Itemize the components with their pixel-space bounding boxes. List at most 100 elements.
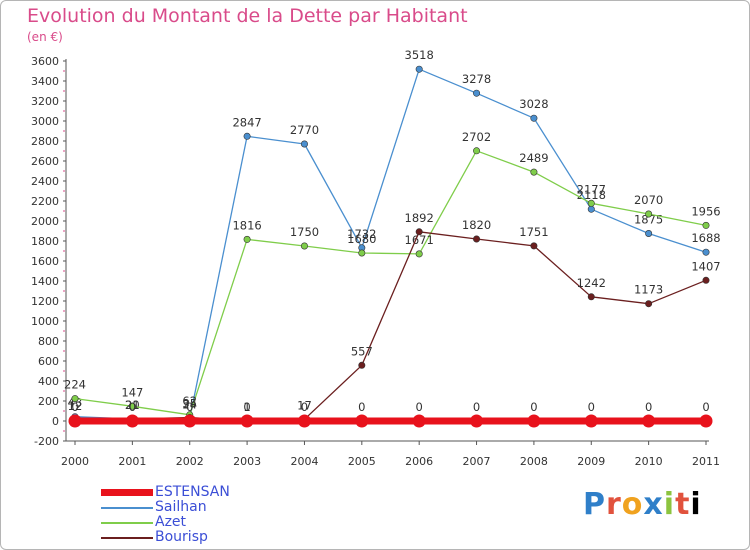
data-point-bourisp: [530, 242, 538, 250]
x-tick-label: 2001: [118, 455, 146, 468]
data-label-azet: 2702: [462, 130, 491, 144]
data-point-bourisp: [587, 293, 595, 301]
legend-swatch-bourisp: [101, 536, 153, 539]
y-tick-label: 1000: [31, 315, 59, 328]
data-label-estensan: 0: [588, 400, 595, 414]
data-point-estensan: [699, 414, 713, 428]
series-line-sailhan: [74, 68, 707, 420]
x-tick-label: 2011: [692, 455, 720, 468]
data-label-bourisp: 1173: [634, 283, 663, 297]
data-label-sailhan: 3278: [462, 72, 491, 86]
x-tick-label: 2006: [405, 455, 433, 468]
data-label-estensan: 0: [71, 400, 78, 414]
data-label-azet: 62: [182, 394, 197, 408]
data-point-sailhan: [645, 230, 653, 238]
data-label-sailhan: 2847: [232, 115, 261, 129]
y-tick-label: 0: [52, 415, 59, 428]
data-label-azet: 147: [121, 385, 143, 399]
data-point-estensan: [412, 414, 426, 428]
data-label-bourisp: 17: [297, 398, 312, 412]
data-label-bourisp: 21: [125, 398, 140, 412]
data-point-estensan: [240, 414, 254, 428]
x-tick-label: 2007: [463, 455, 491, 468]
data-point-estensan: [470, 414, 484, 428]
data-label-azet: 2489: [519, 151, 548, 165]
data-label-azet: 1956: [691, 204, 720, 218]
legend-item-bourisp: Bourisp: [101, 530, 230, 545]
y-tick-label: -200: [34, 435, 59, 448]
data-point-azet: [587, 199, 595, 207]
data-label-estensan: 0: [645, 400, 652, 414]
data-label-bourisp: 1242: [577, 276, 606, 290]
y-tick-label: 3600: [31, 55, 59, 68]
chart-title: Evolution du Montant de la Dette par Hab…: [27, 5, 468, 27]
data-label-sailhan: 1732: [347, 227, 376, 241]
data-label-azet: 2070: [634, 193, 663, 207]
data-point-sailhan: [587, 205, 595, 213]
data-label-estensan: 0: [243, 400, 250, 414]
data-label-azet: 1671: [405, 233, 434, 247]
y-tick-label: 600: [38, 355, 59, 368]
data-point-estensan: [297, 414, 311, 428]
data-point-estensan: [584, 414, 598, 428]
data-point-estensan: [527, 414, 541, 428]
series-line-bourisp: [74, 231, 707, 422]
y-tick-label: 2200: [31, 195, 59, 208]
data-label-azet: 1680: [347, 232, 376, 246]
data-label-estensan: 0: [416, 400, 423, 414]
legend-swatch-estensan: [101, 489, 153, 496]
data-label-bourisp: 1407: [691, 259, 720, 273]
data-point-estensan: [355, 414, 369, 428]
y-tick-label: 1600: [31, 255, 59, 268]
x-tick-label: 2004: [290, 455, 318, 468]
data-label-sailhan: 3518: [405, 48, 434, 62]
proxiti-logo: Proxiti: [583, 487, 702, 522]
data-label-azet: 224: [64, 378, 86, 392]
legend-swatch-azet: [101, 521, 153, 524]
data-point-azet: [530, 168, 538, 176]
data-point-estensan: [68, 414, 82, 428]
data-point-estensan: [125, 414, 139, 428]
data-label-bourisp: 35: [182, 397, 197, 411]
data-point-sailhan: [473, 89, 481, 97]
data-label-sailhan: 24: [182, 398, 197, 412]
data-label-estensan: 0: [702, 400, 709, 414]
data-point-bourisp: [358, 361, 366, 369]
y-tick-label: 1400: [31, 275, 59, 288]
data-point-azet: [300, 242, 308, 250]
data-point-azet: [645, 210, 653, 218]
y-tick-label: 2600: [31, 155, 59, 168]
data-point-bourisp: [702, 276, 710, 284]
legend-label-estensan: ESTENSAN: [155, 484, 230, 500]
data-point-azet: [358, 249, 366, 257]
series-line-azet: [74, 150, 707, 416]
x-tick-label: 2002: [176, 455, 204, 468]
data-label-bourisp: 1820: [462, 218, 491, 232]
data-label-estensan: 0: [301, 400, 308, 414]
data-label-bourisp: 557: [351, 344, 373, 358]
data-point-sailhan: [415, 65, 423, 73]
legend: ESTENSAN Sailhan Azet Bourisp: [101, 485, 230, 545]
legend-item-azet: Azet: [101, 515, 230, 530]
data-label-estensan: 0: [358, 400, 365, 414]
data-label-estensan: 0: [186, 400, 193, 414]
data-label-sailhan: 2770: [290, 123, 319, 137]
data-label-bourisp: 12: [68, 399, 83, 413]
data-label-azet: 1816: [232, 218, 261, 232]
y-tick-label: 800: [38, 335, 59, 348]
data-label-sailhan: 1688: [691, 231, 720, 245]
data-point-azet: [243, 235, 251, 243]
data-point-sailhan: [530, 114, 538, 122]
y-tick-label: 2400: [31, 175, 59, 188]
data-label-bourisp: 1751: [519, 225, 548, 239]
data-point-bourisp: [473, 235, 481, 243]
chart-unit: (en €): [27, 30, 63, 44]
y-tick-label: 3000: [31, 115, 59, 128]
x-tick-label: 2000: [61, 455, 89, 468]
y-tick-label: 400: [38, 375, 59, 388]
y-tick-label: 1200: [31, 295, 59, 308]
data-point-bourisp: [645, 300, 653, 308]
data-label-sailhan: 3028: [519, 97, 548, 111]
legend-label-bourisp: Bourisp: [155, 529, 208, 545]
